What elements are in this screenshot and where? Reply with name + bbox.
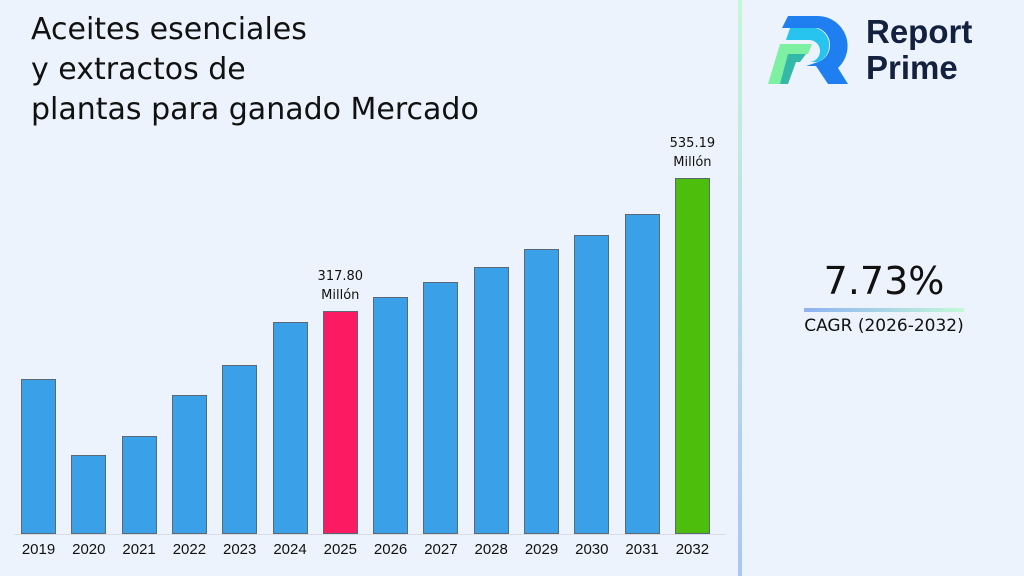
brand-line-1: Report	[866, 13, 973, 50]
x-tick-label: 2025	[323, 541, 357, 558]
bar-2023	[222, 365, 258, 534]
cagr-value: 7.73%	[823, 259, 945, 303]
x-tick-label: 2031	[625, 541, 659, 558]
x-tick-label: 2027	[424, 541, 458, 558]
x-tick-label: 2032	[675, 541, 710, 558]
bar-2028	[473, 267, 509, 534]
value-number: 535.19	[669, 136, 716, 151]
bar-2019	[21, 379, 56, 534]
bar-2030	[574, 235, 610, 534]
x-tick-label: 2021	[122, 541, 156, 558]
brand-name: Report Prime	[866, 14, 972, 86]
brand-line-2: Prime	[866, 49, 958, 86]
bar-chart: 2019 2020 2021 2022 2023 2024 2025 2026 2027 2028…	[14, 134, 732, 558]
value-number: 317.80	[317, 269, 364, 284]
cagr-panel: 7.73% CAGR (2026-2032)	[800, 258, 968, 336]
bar-2032	[674, 178, 710, 534]
x-tick-label: 2028	[474, 541, 508, 558]
x-tick-label: 2026	[373, 541, 408, 558]
chart-title: Aceites esenciales y extractos de planta…	[31, 10, 479, 130]
x-axis-line	[14, 534, 726, 535]
bar-2020	[71, 455, 107, 534]
x-tick-label: 2022	[172, 541, 207, 558]
value-unit: Millón	[321, 288, 360, 303]
x-tick-label: 2030	[575, 541, 609, 558]
bar-2029	[524, 249, 559, 534]
bar-2022	[171, 395, 207, 534]
cagr-underline	[804, 308, 964, 312]
bar-2021	[121, 436, 157, 534]
divider	[738, 0, 742, 576]
value-label-2032: 535.19 Millón	[652, 134, 732, 172]
x-tick-label: 2029	[524, 541, 559, 558]
x-tick-label: 2019	[21, 541, 56, 558]
x-tick-label: 2023	[223, 541, 257, 558]
value-label-2025: 317.80 Millón	[300, 267, 380, 305]
title-line-3: plantas para ganado Mercado	[31, 92, 479, 127]
bar-2027	[423, 282, 459, 534]
bar-2026	[373, 297, 409, 534]
x-tick-label: 2020	[72, 541, 106, 558]
bar-2031	[624, 214, 660, 534]
bar-2025	[322, 311, 358, 534]
report-prime-logo-icon	[768, 16, 848, 84]
report-prime-logo: Report Prime	[766, 14, 972, 86]
title-line-1: Aceites esenciales	[31, 12, 307, 47]
bar-2024	[272, 322, 308, 534]
value-unit: Millón	[673, 155, 712, 170]
title-line-2: y extractos de	[31, 52, 246, 87]
cagr-label: CAGR (2026-2032)	[804, 316, 964, 336]
x-tick-label: 2024	[273, 541, 307, 558]
